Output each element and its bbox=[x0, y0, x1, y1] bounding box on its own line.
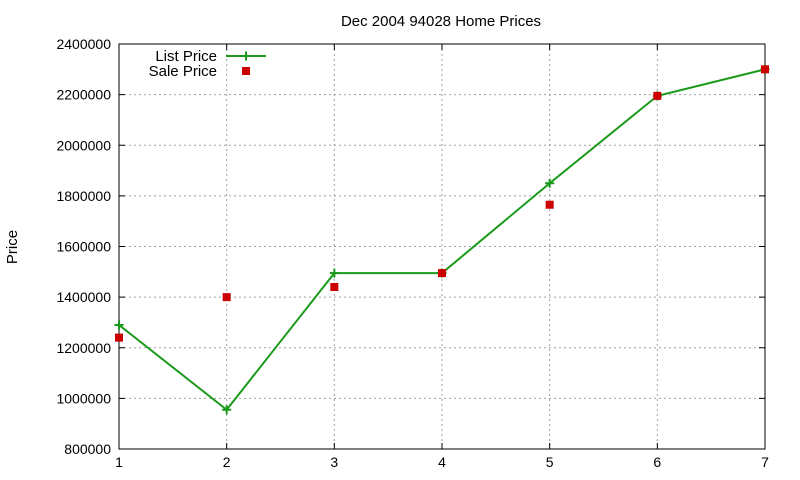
legend-marker-sale-price bbox=[242, 67, 250, 75]
y-tick-label: 2200000 bbox=[56, 87, 111, 103]
sale-price-point bbox=[761, 65, 769, 74]
sale-price-point bbox=[438, 269, 446, 278]
list-price-point bbox=[114, 320, 124, 330]
y-tick-label: 1600000 bbox=[56, 239, 111, 255]
legend-marker-list-price bbox=[241, 51, 251, 61]
sale-price-point bbox=[115, 333, 123, 342]
y-tick-label: 800000 bbox=[64, 441, 111, 457]
list-price-point bbox=[545, 178, 555, 188]
x-tick-label: 7 bbox=[761, 454, 769, 470]
y-axis-label: Price bbox=[4, 230, 21, 264]
legend-label-list-price: List Price bbox=[155, 48, 217, 65]
list-price-point bbox=[329, 268, 339, 278]
grid-lines bbox=[119, 44, 765, 449]
x-tick-label: 2 bbox=[223, 454, 231, 470]
y-tick-label: 1800000 bbox=[56, 188, 111, 204]
list-price-point bbox=[222, 405, 232, 415]
plot-series bbox=[114, 64, 770, 415]
sale-price-point bbox=[222, 293, 231, 302]
y-tick-label: 1000000 bbox=[56, 390, 111, 406]
y-tick-label: 1200000 bbox=[56, 340, 111, 356]
x-tick-label: 1 bbox=[115, 454, 123, 470]
y-tick-label: 2000000 bbox=[56, 137, 111, 153]
sale-price-point bbox=[653, 91, 662, 100]
x-tick-label: 5 bbox=[546, 454, 554, 470]
sale-price-point bbox=[545, 200, 554, 209]
x-tick-label: 4 bbox=[438, 454, 446, 470]
sale-price-series bbox=[115, 65, 769, 342]
legend-label-sale-price: Sale Price bbox=[149, 63, 217, 80]
x-tick-label: 6 bbox=[653, 454, 661, 470]
sale-price-point bbox=[330, 283, 339, 291]
x-tick-label: 3 bbox=[330, 454, 338, 470]
chart-title: Dec 2004 94028 Home Prices bbox=[341, 13, 541, 30]
y-tick-label: 1400000 bbox=[56, 289, 111, 305]
axes: 1 2 3 4 5 6 7 800000 1000000 1200000 1400000 160000… bbox=[56, 36, 769, 470]
y-tick-label: 2400000 bbox=[56, 36, 111, 52]
